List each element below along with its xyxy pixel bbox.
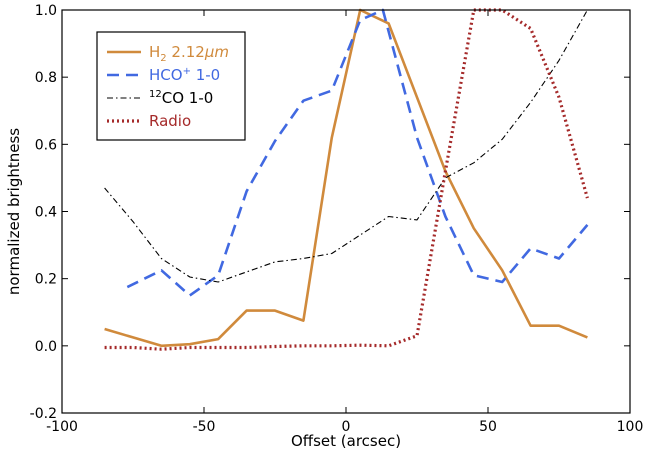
legend-label-radio: Radio: [149, 112, 191, 130]
x-tick-label: 0: [342, 419, 351, 435]
y-tick-label: 1.0: [35, 3, 57, 19]
legend-box: [96, 31, 246, 141]
axis-ticks: [61, 9, 631, 414]
legend: H2 2.12μm HCO+ 1-0 12CO 1-0 Radio: [96, 31, 246, 141]
x-tick-label: -50: [193, 419, 216, 435]
axis-tick-labels: -100 -50 0 50 100 -0.2 0.0 0.2 0.4 0.6 0.8 1.0: [30, 3, 644, 435]
y-axis-label: normalized brightness: [5, 128, 23, 295]
x-tick-label: -100: [46, 419, 78, 435]
y-tick-label: 0.4: [35, 205, 57, 221]
x-axis-label: Offset (arcsec): [291, 432, 401, 450]
series-line-radio: [104, 8, 589, 351]
x-tick-label: 50: [479, 419, 497, 435]
series-line-hco: [126, 8, 589, 297]
y-tick-label: 0.0: [35, 339, 57, 355]
y-tick-label: 0.8: [35, 70, 57, 86]
series-line-h2: [104, 8, 588, 348]
legend-label-co: 12CO 1-0: [149, 89, 213, 107]
plot-lines: [104, 8, 589, 351]
legend-label-h2: H2 2.12μm: [149, 43, 229, 64]
series-line-co: [104, 9, 588, 283]
y-tick-label: -0.2: [30, 406, 57, 422]
legend-label-hco: HCO+ 1-0: [149, 66, 220, 84]
x-tick-label: 100: [617, 419, 644, 435]
y-tick-label: 0.6: [35, 137, 57, 153]
y-tick-label: 0.2: [35, 272, 57, 288]
